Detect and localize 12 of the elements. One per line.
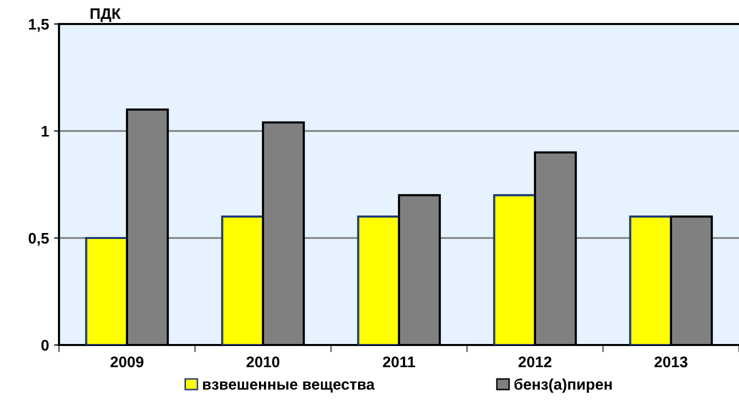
y-tick-label: 0,5 (28, 232, 49, 246)
y-tick-label: 0 (41, 340, 49, 351)
y-tick-label: 1 (42, 126, 49, 137)
y-axis-title: ПДК (90, 8, 121, 22)
x-tick-label: 2013 (654, 356, 688, 368)
x-tick-label: 2010 (246, 356, 280, 368)
legend-label: взвешенные вещества (203, 381, 375, 393)
x-tick-label: 2009 (110, 356, 144, 368)
legend-label: бенз(а)пирен (514, 378, 612, 393)
x-tick-label: 2011 (382, 356, 416, 368)
x-tick-label: 2012 (518, 356, 552, 368)
y-tick-label: 1,5 (29, 19, 49, 32)
